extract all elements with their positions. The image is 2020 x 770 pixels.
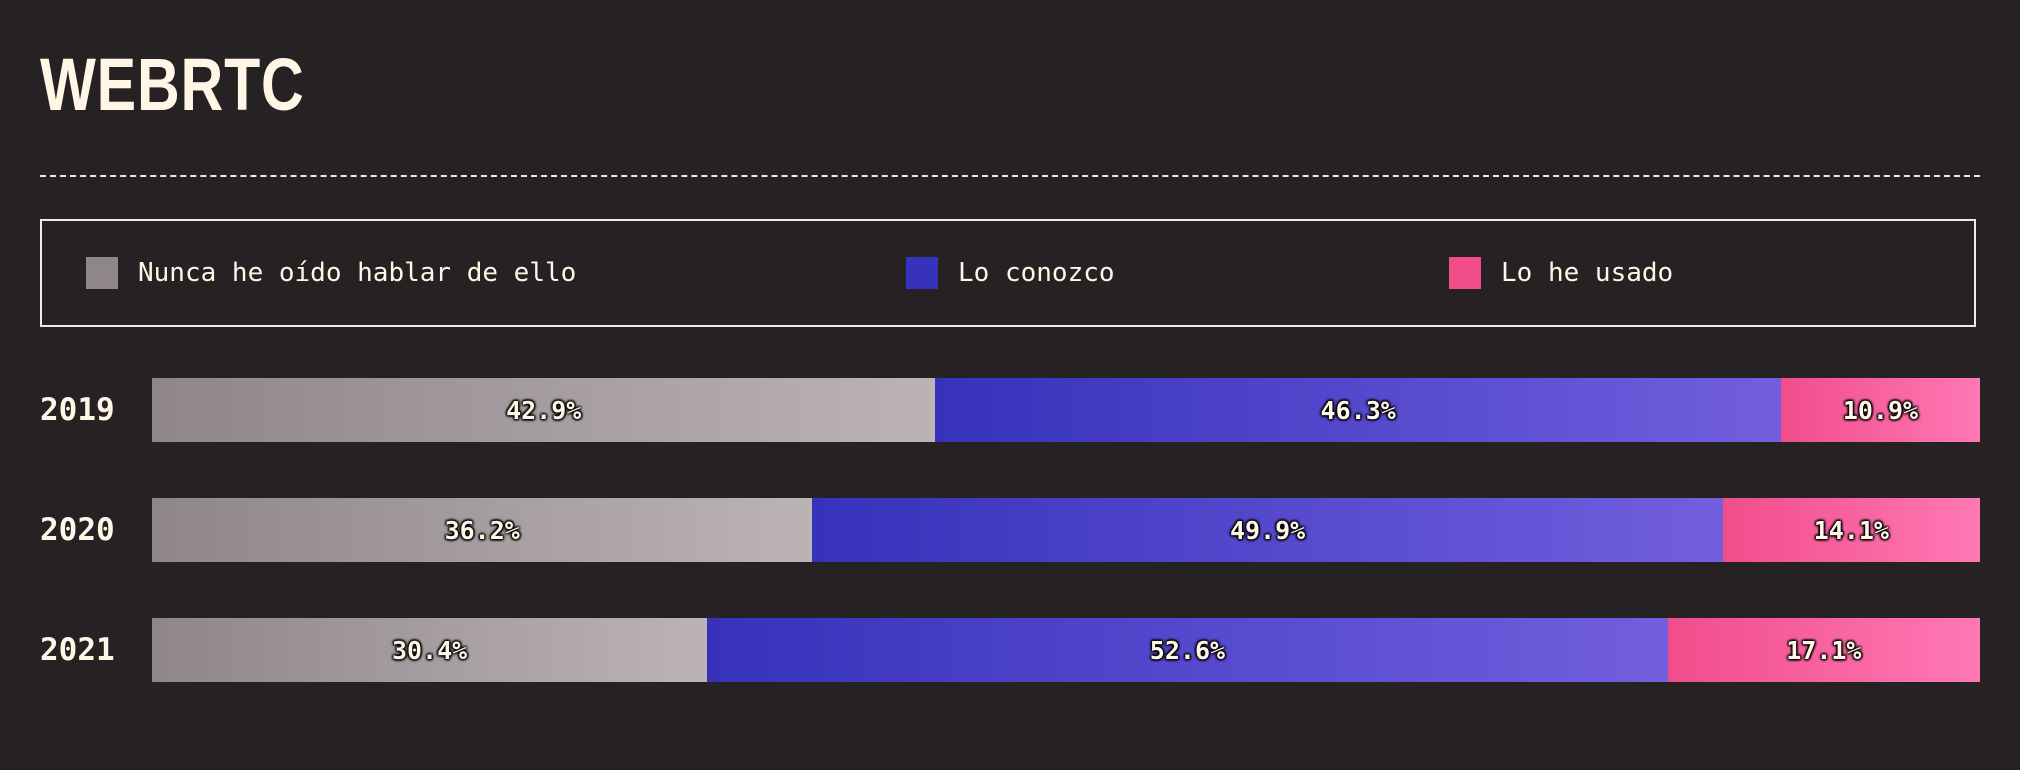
bar-segment-2021-know-it[interactable]: 52.6% xyxy=(707,618,1668,682)
chart-title: WEBRTC xyxy=(40,43,305,126)
data-label-2019-know-it: 46.3% xyxy=(1320,395,1396,425)
bar-segment-2020-never-heard[interactable]: 36.2% xyxy=(152,498,813,562)
data-label-2020-never-heard: 36.2% xyxy=(444,515,520,545)
legend-item-know-it[interactable]: Lo conozco xyxy=(906,221,1115,325)
bar-segment-2019-used-it[interactable]: 10.9% xyxy=(1780,378,1980,442)
legend-label-used-it: Lo he usado xyxy=(1501,258,1674,288)
category-label-2021: 2021 xyxy=(40,632,115,668)
data-label-2019-used-it: 10.9% xyxy=(1842,395,1919,425)
data-label-2020-know-it: 49.9% xyxy=(1229,515,1306,545)
legend-swatch-know-it xyxy=(906,257,938,289)
title-divider xyxy=(40,175,1980,177)
legend-item-used-it[interactable]: Lo he usado xyxy=(1449,221,1673,325)
bar-segment-2020-used-it[interactable]: 14.1% xyxy=(1722,498,1980,562)
bar-track-2019: 42.9% 46.3% 10.9% xyxy=(152,378,1980,442)
legend-swatch-never-heard xyxy=(86,257,118,289)
legend-label-never-heard: Nunca he oído hablar de ello xyxy=(138,258,577,288)
category-label-2020: 2020 xyxy=(40,512,115,548)
category-label-2019: 2019 xyxy=(40,392,115,428)
bar-row-2019: 2019 42.9% 46.3% 10.9% xyxy=(40,378,1980,442)
bar-segment-2021-used-it[interactable]: 17.1% xyxy=(1667,618,1980,682)
legend: Nunca he oído hablar de ello Lo conozco … xyxy=(40,219,1976,327)
legend-item-never-heard[interactable]: Nunca he oído hablar de ello xyxy=(86,221,576,325)
legend-swatch-used-it xyxy=(1449,257,1481,289)
data-label-2021-never-heard: 30.4% xyxy=(391,635,468,665)
bar-track-2021: 30.4% 52.6% 17.1% xyxy=(152,618,1980,682)
bar-segment-2020-know-it[interactable]: 49.9% xyxy=(812,498,1723,562)
bar-segment-2019-never-heard[interactable]: 42.9% xyxy=(152,378,936,442)
legend-label-know-it: Lo conozco xyxy=(958,258,1115,288)
bar-track-2020: 36.2% 49.9% 14.1% xyxy=(152,498,1980,562)
data-label-2020-used-it: 14.1% xyxy=(1813,515,1889,545)
data-label-2021-used-it: 17.1% xyxy=(1786,635,1862,665)
bar-row-2020: 2020 36.2% 49.9% 14.1% xyxy=(40,498,1980,562)
bar-row-2021: 2021 30.4% 52.6% 17.1% xyxy=(40,618,1980,682)
data-label-2021-know-it: 52.6% xyxy=(1149,635,1226,665)
data-label-2019-never-heard: 42.9% xyxy=(506,395,582,425)
bar-segment-2021-never-heard[interactable]: 30.4% xyxy=(152,618,708,682)
bar-segment-2019-know-it[interactable]: 46.3% xyxy=(935,378,1781,442)
